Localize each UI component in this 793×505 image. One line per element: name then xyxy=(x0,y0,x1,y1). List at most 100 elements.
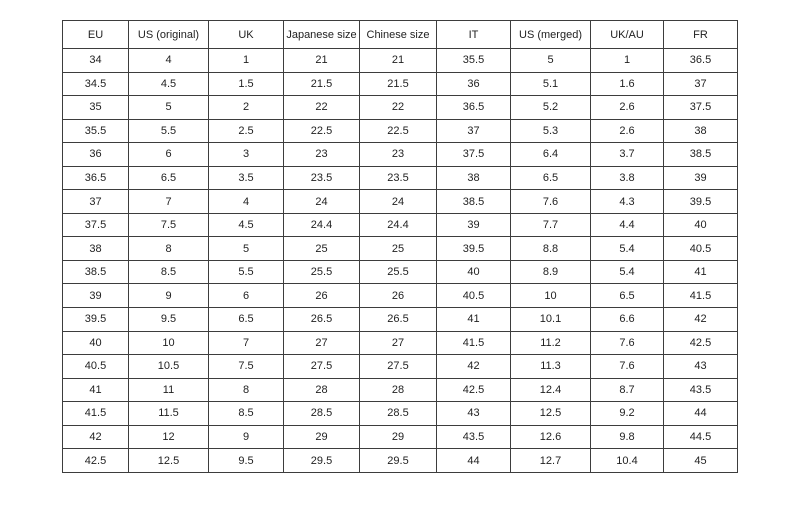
table-cell: 38.5 xyxy=(663,142,738,167)
table-cell: 5.1 xyxy=(510,71,591,97)
table-cell: 12.4 xyxy=(510,377,591,403)
table-cell: 5.5 xyxy=(208,259,284,285)
table-cell: 25 xyxy=(283,236,360,261)
table-cell: 10 xyxy=(510,283,591,309)
table-cell: 1 xyxy=(590,48,664,73)
table-row: 41.5 11.5 8.5 28.5 28.5 43 12.5 9.2 44 xyxy=(62,401,738,426)
table-cell: 29.5 xyxy=(283,448,360,473)
table-cell: 9 xyxy=(128,283,209,309)
table-cell: 38 xyxy=(436,165,511,191)
header-cell: EU xyxy=(62,20,129,49)
table-cell: 40 xyxy=(663,212,738,238)
table-cell: 8.9 xyxy=(510,259,591,285)
table-cell: 41.5 xyxy=(62,401,129,426)
table-cell: 9 xyxy=(208,424,284,450)
table-cell: 4.3 xyxy=(590,189,664,214)
table-cell: 40 xyxy=(436,259,511,285)
table-cell: 5.3 xyxy=(510,118,591,144)
table-cell: 11 xyxy=(128,377,209,403)
table-cell: 27.5 xyxy=(359,354,437,379)
table-row: 42 12 9 29 29 43.5 12.6 9.8 44.5 xyxy=(62,424,738,450)
table-row: 36 6 3 23 23 37.5 6.4 3.7 38.5 xyxy=(62,142,738,167)
table-cell: 6 xyxy=(208,283,284,309)
table-cell: 38 xyxy=(62,236,129,261)
table-cell: 35.5 xyxy=(62,118,129,144)
table-cell: 34.5 xyxy=(62,71,129,97)
table-cell: 22.5 xyxy=(283,118,360,144)
header-cell: Chinese size xyxy=(359,20,437,49)
table-cell: 10.5 xyxy=(128,354,209,379)
table-cell: 6.5 xyxy=(128,165,209,191)
table-cell: 4.4 xyxy=(590,212,664,238)
table-cell: 7.7 xyxy=(510,212,591,238)
table-cell: 1.5 xyxy=(208,71,284,97)
table-row: 41 11 8 28 28 42.5 12.4 8.7 43.5 xyxy=(62,377,738,403)
table-cell: 39.5 xyxy=(436,236,511,261)
table-cell: 38.5 xyxy=(436,189,511,214)
table-cell: 29 xyxy=(359,424,437,450)
table-cell: 7 xyxy=(128,189,209,214)
table-cell: 8.5 xyxy=(208,401,284,426)
table-row: 42.5 12.5 9.5 29.5 29.5 44 12.7 10.4 45 xyxy=(62,448,738,473)
table-cell: 4.5 xyxy=(208,212,284,238)
table-cell: 42 xyxy=(436,354,511,379)
table-cell: 6.6 xyxy=(590,307,664,332)
table-cell: 25.5 xyxy=(283,259,360,285)
table-cell: 1.6 xyxy=(590,71,664,97)
table-cell: 37 xyxy=(663,71,738,97)
table-cell: 6.5 xyxy=(590,283,664,309)
table-cell: 37 xyxy=(62,189,129,214)
table-cell: 12.5 xyxy=(510,401,591,426)
table-cell: 44 xyxy=(436,448,511,473)
table-cell: 25 xyxy=(359,236,437,261)
table-cell: 42 xyxy=(663,307,738,332)
table-cell: 3 xyxy=(208,142,284,167)
table-cell: 41 xyxy=(62,377,129,403)
table-header: EU US (original) UK Japanese size Chinese si… xyxy=(62,20,738,49)
table-cell: 42 xyxy=(62,424,129,450)
table-cell: 7 xyxy=(208,330,284,356)
table-row: 38 8 5 25 25 39.5 8.8 5.4 40.5 xyxy=(62,236,738,261)
table-cell: 41 xyxy=(663,259,738,285)
table-cell: 10.1 xyxy=(510,307,591,332)
table-cell: 37 xyxy=(436,118,511,144)
table-cell: 27 xyxy=(283,330,360,356)
table-cell: 24 xyxy=(359,189,437,214)
header-cell: US (original) xyxy=(128,20,209,49)
table-cell: 42.5 xyxy=(663,330,738,356)
table-cell: 21.5 xyxy=(283,71,360,97)
table-cell: 2.5 xyxy=(208,118,284,144)
table-cell: 35.5 xyxy=(436,48,511,73)
table-cell: 25.5 xyxy=(359,259,437,285)
table-cell: 36 xyxy=(62,142,129,167)
header-cell: IT xyxy=(436,20,511,49)
table-cell: 43.5 xyxy=(663,377,738,403)
table-cell: 24.4 xyxy=(359,212,437,238)
table-cell: 1 xyxy=(208,48,284,73)
header-cell: UK/AU xyxy=(590,20,664,49)
table-cell: 6.4 xyxy=(510,142,591,167)
table-cell: 21 xyxy=(359,48,437,73)
header-row: EU US (original) UK Japanese size Chinese si… xyxy=(62,20,738,49)
table-cell: 7.5 xyxy=(208,354,284,379)
table-cell: 9.5 xyxy=(128,307,209,332)
table-cell: 38.5 xyxy=(62,259,129,285)
table-cell: 12.7 xyxy=(510,448,591,473)
table-cell: 28.5 xyxy=(359,401,437,426)
table-row: 37 7 4 24 24 38.5 7.6 4.3 39.5 xyxy=(62,189,738,214)
table-cell: 2.6 xyxy=(590,95,664,120)
table-cell: 44 xyxy=(663,401,738,426)
table-cell: 7.6 xyxy=(590,330,664,356)
table-cell: 28.5 xyxy=(283,401,360,426)
table-cell: 27 xyxy=(359,330,437,356)
table-cell: 11.2 xyxy=(510,330,591,356)
table-cell: 40.5 xyxy=(663,236,738,261)
table-cell: 41 xyxy=(436,307,511,332)
table-row: 39.5 9.5 6.5 26.5 26.5 41 10.1 6.6 42 xyxy=(62,307,738,332)
table-cell: 39.5 xyxy=(663,189,738,214)
table-cell: 27.5 xyxy=(283,354,360,379)
table-cell: 37.5 xyxy=(436,142,511,167)
table-cell: 5 xyxy=(208,236,284,261)
table-row: 40 10 7 27 27 41.5 11.2 7.6 42.5 xyxy=(62,330,738,356)
table-cell: 5.5 xyxy=(128,118,209,144)
